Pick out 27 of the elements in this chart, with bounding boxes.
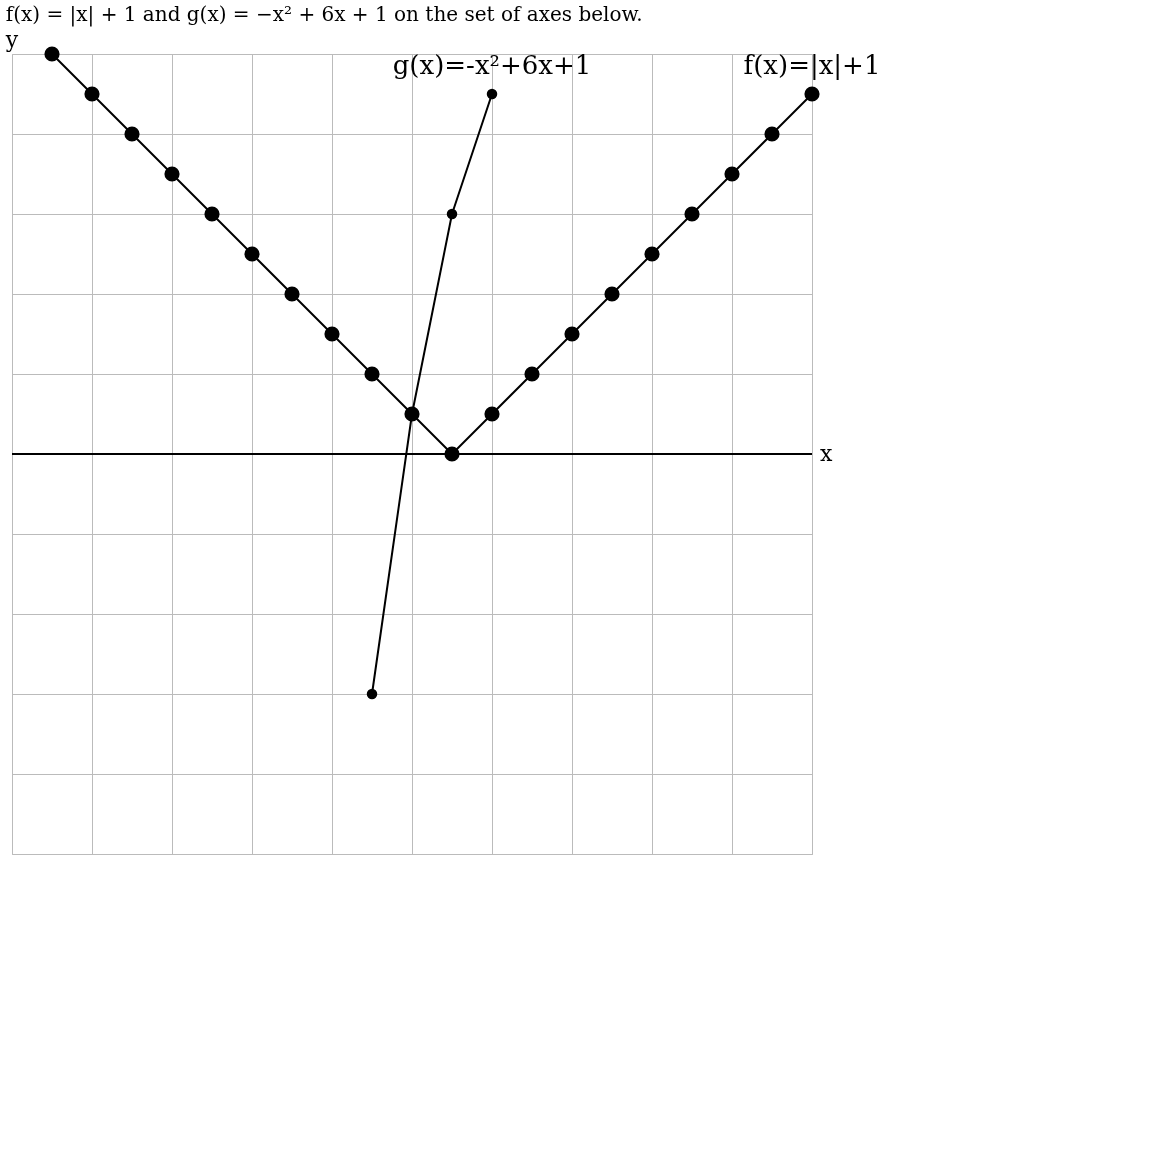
- point: [204, 206, 220, 222]
- point: [446, 208, 458, 220]
- series-label: f(x)=|x|+1: [743, 50, 881, 80]
- point: [484, 406, 500, 422]
- point: [164, 166, 180, 182]
- point: [244, 246, 260, 262]
- y-axis-title: y: [4, 27, 19, 52]
- point: [84, 86, 100, 102]
- series-label: g(x)=-x²+6x+1: [392, 50, 592, 80]
- point: [764, 126, 780, 142]
- point: [644, 246, 660, 262]
- point: [444, 446, 460, 462]
- point: [804, 86, 820, 102]
- x-axis-title: x: [820, 441, 833, 466]
- chart-title: f(x) = |x| + 1 and g(x) = −x² + 6x + 1 on the set of axes below.: [5, 2, 643, 27]
- point: [124, 126, 140, 142]
- point: [324, 326, 340, 342]
- point: [604, 286, 620, 302]
- point: [366, 688, 378, 700]
- point: [684, 206, 700, 222]
- point: [564, 326, 580, 342]
- point: [364, 366, 380, 382]
- point: [524, 366, 540, 382]
- point: [44, 46, 60, 62]
- point: [486, 88, 498, 100]
- point: [724, 166, 740, 182]
- point: [284, 286, 300, 302]
